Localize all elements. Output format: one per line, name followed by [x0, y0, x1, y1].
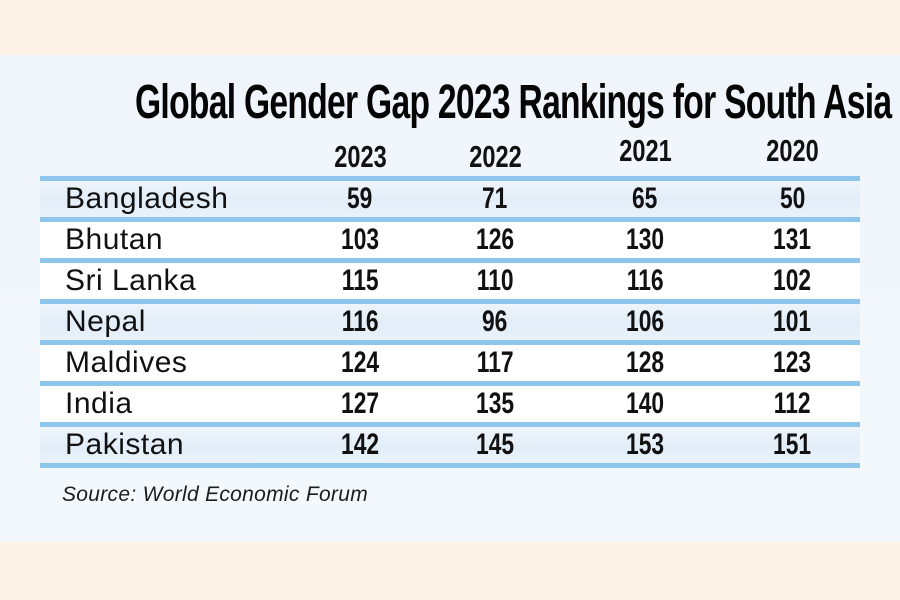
rank-cell: 128: [565, 346, 725, 380]
rank-cell: 126: [425, 223, 565, 257]
rank-cell: 153: [565, 428, 725, 462]
rank-cell: 117: [425, 346, 565, 380]
rank-cell: 102: [725, 264, 860, 298]
rank-cell: 116: [295, 305, 425, 339]
header-year-2021-label: 2021: [618, 133, 672, 168]
country-name: Maldives: [65, 346, 188, 379]
rank-value: 65: [632, 182, 658, 215]
table-row-nepal: Nepal 116 96 106 101: [40, 299, 860, 340]
rank-cell: 124: [295, 346, 425, 380]
rank-value: 131: [773, 223, 812, 256]
rank-value: 145: [475, 428, 515, 461]
rank-cell: 130: [565, 223, 725, 257]
table-row-bangladesh: Bangladesh 59 71 65 50: [40, 176, 860, 217]
rank-cell: 112: [725, 387, 860, 421]
rank-value: 130: [625, 223, 665, 256]
rank-cell: 103: [295, 223, 425, 257]
country-name: Pakistan: [65, 428, 185, 461]
rank-value: 127: [340, 387, 380, 420]
rank-cell: 106: [565, 305, 725, 339]
rank-cell: 140: [565, 387, 725, 421]
rank-cell: 101: [725, 305, 860, 339]
rank-cell: 115: [295, 264, 425, 298]
table-row-pakistan: Pakistan 142 145 153 151: [40, 422, 860, 463]
country-name: Sri Lanka: [65, 264, 197, 297]
rank-value: 117: [476, 346, 514, 379]
rank-value: 59: [347, 182, 373, 215]
header-year-2022-label: 2022: [468, 139, 522, 174]
rank-value: 116: [341, 305, 379, 338]
rank-cell: 123: [725, 346, 860, 380]
country-name: India: [65, 387, 133, 420]
rank-cell: 110: [425, 264, 565, 298]
rank-value: 103: [340, 223, 380, 256]
rank-value: 96: [482, 305, 508, 338]
header-year-2023-label: 2023: [333, 139, 387, 174]
rank-value: 135: [475, 387, 515, 420]
rankings-table: 2023 2022 2021 2020 Bangladesh 59 71 65 …: [40, 133, 860, 468]
header-year-2020: 2020: [725, 133, 860, 176]
header-year-2023: 2023: [295, 139, 425, 176]
table-row-bhutan: Bhutan 103 126 130 131: [40, 217, 860, 258]
rank-cell: 135: [425, 387, 565, 421]
rank-value: 142: [340, 428, 380, 461]
country-name: Bangladesh: [65, 182, 229, 215]
rank-cell: 71: [425, 182, 565, 216]
rank-value: 151: [773, 428, 812, 461]
rank-cell: 65: [565, 182, 725, 216]
table-row-sri-lanka: Sri Lanka 115 110 116 102: [40, 258, 860, 299]
rank-value: 106: [625, 305, 665, 338]
rank-cell: 127: [295, 387, 425, 421]
rank-cell: 142: [295, 428, 425, 462]
rank-cell: 145: [425, 428, 565, 462]
content-panel: Global Gender Gap 2023 Rankings for Sout…: [0, 55, 900, 542]
rank-value: 124: [340, 346, 380, 379]
rank-value: 123: [773, 346, 812, 379]
rank-cell: 50: [725, 182, 860, 216]
rank-value: 140: [625, 387, 665, 420]
rank-value: 112: [774, 387, 811, 420]
rank-value: 110: [476, 264, 514, 297]
rank-value: 101: [773, 305, 812, 338]
rank-value: 128: [625, 346, 665, 379]
rank-value: 126: [475, 223, 515, 256]
table-header-row: 2023 2022 2021 2020: [40, 133, 860, 176]
rank-cell: 131: [725, 223, 860, 257]
rank-value: 116: [626, 264, 664, 297]
country-name: Bhutan: [65, 223, 164, 256]
chart-title: Global Gender Gap 2023 Rankings for Sout…: [135, 76, 892, 129]
rank-cell: 59: [295, 182, 425, 216]
header-year-2021: 2021: [565, 133, 725, 176]
rank-value: 115: [341, 264, 379, 297]
country-name: Nepal: [65, 305, 146, 338]
header-year-2020-label: 2020: [766, 133, 819, 168]
source-caption: Source: World Economic Forum: [62, 483, 368, 506]
rank-cell: 151: [725, 428, 860, 462]
rank-value: 71: [482, 182, 508, 215]
rank-value: 153: [625, 428, 665, 461]
table-row-maldives: Maldives 124 117 128 123: [40, 340, 860, 381]
rank-value: 50: [779, 182, 806, 215]
rank-cell: 116: [565, 264, 725, 298]
table-row-india: India 127 135 140 112: [40, 381, 860, 422]
rank-value: 102: [773, 264, 812, 297]
rank-cell: 96: [425, 305, 565, 339]
header-year-2022: 2022: [425, 139, 565, 176]
